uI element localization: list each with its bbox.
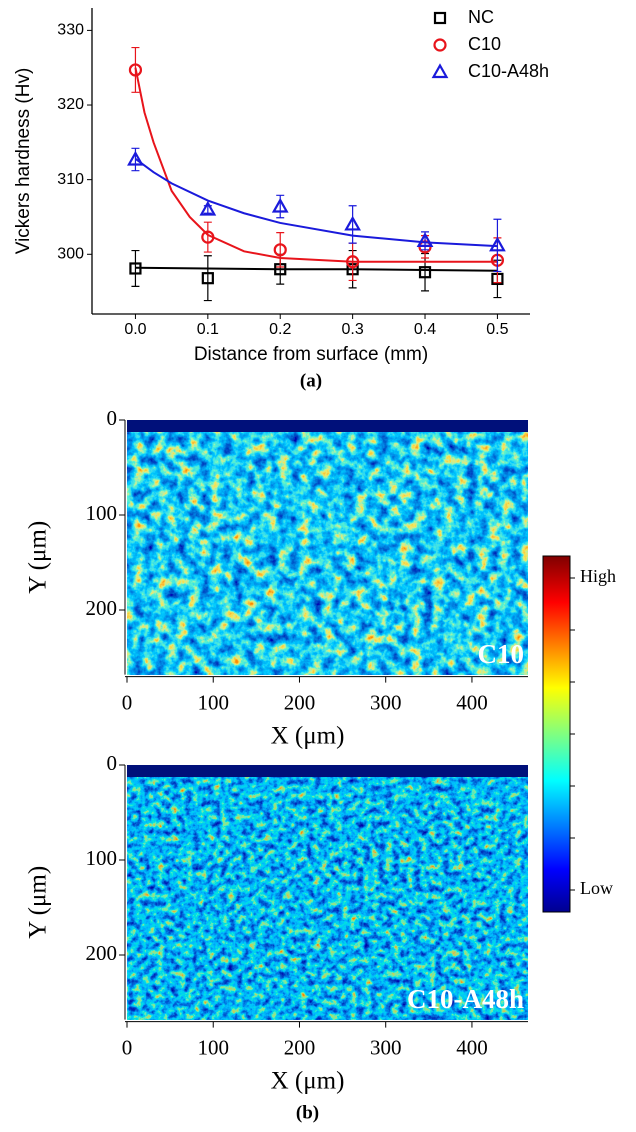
- y-axis-label: Vickers hardness (Hv): [13, 68, 34, 255]
- error-bar: [203, 255, 212, 302]
- marker-square: [129, 262, 142, 275]
- x-tick-label: 300: [370, 1035, 402, 1059]
- x-tick-label: 400: [456, 1035, 488, 1059]
- colorbar: High Low: [542, 555, 616, 913]
- marker-triangle: [344, 215, 362, 231]
- y-axis-label: Y (μm): [25, 866, 52, 939]
- x-tick-label: 0.5: [486, 321, 508, 338]
- error-bar: [276, 232, 285, 268]
- error-bar: [131, 46, 140, 93]
- x-tick-label: 0.1: [197, 321, 219, 338]
- x-axis-label: Distance from surface (mm): [194, 344, 428, 365]
- x-tick-label: 0.0: [124, 321, 146, 338]
- x-tick-label: 0.2: [269, 321, 291, 338]
- panel-label: C10: [478, 639, 525, 669]
- error-bar: [493, 218, 502, 273]
- marker-circle: [346, 255, 360, 269]
- caption: (b): [296, 1102, 319, 1123]
- x-tick-label: 0: [122, 690, 133, 714]
- fit-line: [135, 266, 498, 272]
- marker-triangle: [271, 197, 289, 213]
- marker-triangle: [489, 236, 506, 252]
- legend-label: C10: [468, 34, 501, 54]
- error-bar: [421, 252, 430, 292]
- marker-circle: [201, 230, 215, 244]
- marker-square: [418, 266, 432, 279]
- fit-line: [134, 157, 498, 248]
- error-bar: [131, 249, 140, 287]
- y-tick-label: 200: [86, 941, 118, 965]
- x-axis-label: X (μm): [271, 1067, 345, 1094]
- marker-circle: [273, 243, 287, 257]
- y-tick-label: 300: [57, 246, 84, 263]
- y-tick-label: 310: [57, 171, 84, 188]
- marker-circle: [433, 38, 447, 52]
- marker-triangle: [416, 232, 434, 247]
- caption: (a): [300, 370, 322, 391]
- y-tick-label: 0: [107, 751, 118, 775]
- x-tick-label: 200: [284, 690, 316, 714]
- colorbar-scale: [542, 555, 571, 913]
- x-tick-label: 0: [122, 1035, 133, 1059]
- colorbar-high: High: [580, 566, 616, 586]
- y-tick-label: 200: [86, 596, 118, 620]
- x-tick-label: 200: [284, 1035, 316, 1059]
- marker-triangle: [431, 63, 449, 79]
- heatmap-image: [127, 765, 528, 1020]
- legend-label: C10-A48h: [468, 61, 549, 81]
- x-tick-label: 300: [370, 690, 402, 714]
- marker-triangle: [127, 150, 144, 166]
- y-axis-label: Y (μm): [25, 521, 52, 594]
- x-tick-label: 0.3: [342, 321, 364, 338]
- marker-circle: [128, 63, 143, 77]
- x-tick-label: 100: [197, 690, 229, 714]
- heatmap-image: [127, 420, 528, 675]
- x-tick-label: 100: [197, 1035, 229, 1059]
- x-axis-label: X (μm): [271, 722, 345, 749]
- y-tick-label: 0: [107, 406, 118, 430]
- x-tick-label: 0.4: [414, 321, 436, 338]
- marker-triangle: [199, 200, 217, 216]
- heatmap-surface: [127, 420, 528, 432]
- error-bar: [348, 205, 357, 244]
- y-tick-label: 330: [57, 22, 84, 39]
- y-tick-label: 320: [57, 96, 84, 113]
- y-tick-label: 100: [86, 501, 118, 525]
- error-bar: [203, 221, 212, 253]
- colorbar-ticks: [570, 577, 575, 891]
- legend-label: NC: [468, 7, 494, 27]
- y-tick-label: 100: [86, 846, 118, 870]
- marker-square: [201, 272, 214, 285]
- x-tick-label: 400: [456, 690, 488, 714]
- colorbar-low: Low: [580, 878, 613, 898]
- marker-square: [433, 11, 447, 25]
- fit-line: [134, 67, 498, 263]
- panel-label: C10-A48h: [407, 984, 524, 1014]
- heatmap-surface: [127, 765, 528, 777]
